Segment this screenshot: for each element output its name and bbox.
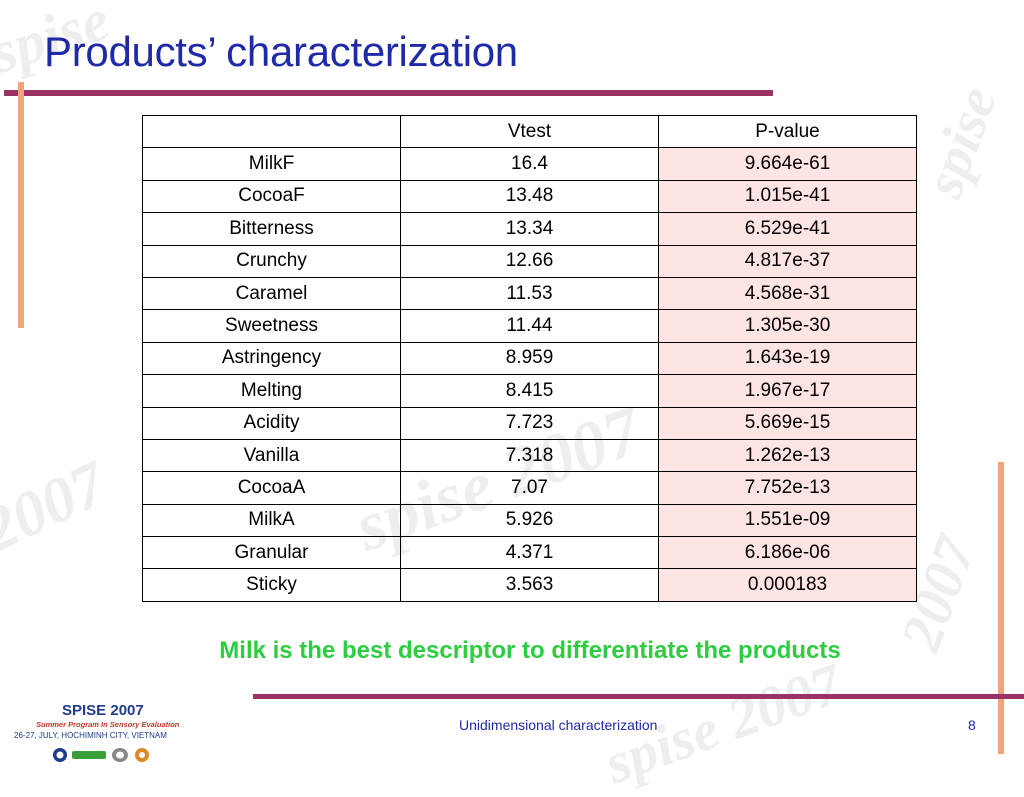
table-row: Sweetness 11.44 1.305e-30 [142,309,917,343]
right-accent-bar [998,462,1004,754]
table-row: Acidity 7.723 5.669e-15 [142,406,917,440]
table-row: Granular 4.371 6.186e-06 [142,536,917,570]
row-label: Bitterness [142,212,401,246]
table-row: CocoaF 13.48 1.015e-41 [142,179,917,214]
row-label: Caramel [142,276,401,311]
row-label: MilkA [142,503,401,538]
row-pvalue: 1.262e-13 [658,438,917,473]
row-vtest: 8.959 [400,341,659,376]
left-accent-bar [18,82,24,328]
logo-title: SPISE 2007 [62,702,144,719]
row-label: Melting [142,374,401,408]
row-vtest: 7.07 [400,471,659,505]
row-vtest: 5.926 [400,503,659,538]
table-row: MilkA 5.926 1.551e-09 [142,503,917,538]
row-vtest: 4.371 [400,536,659,570]
footer-line [253,694,1024,699]
row-pvalue: 6.186e-06 [658,536,917,570]
characterization-table: Vtest P-value MilkF 16.4 9.664e-61 CocoaF 1… [142,114,917,602]
header-cell-vtest: Vtest [400,114,659,149]
page-number: 8 [968,717,976,733]
table-row: CocoaA 7.07 7.752e-13 [142,471,917,505]
row-vtest: 12.66 [400,244,659,278]
row-vtest: 7.318 [400,438,659,473]
header-cell-blank [142,114,401,149]
conclusion-text: Milk is the best descriptor to different… [219,637,841,664]
row-pvalue: 1.967e-17 [658,374,917,408]
row-pvalue: 1.305e-30 [658,309,917,343]
row-label: CocoaA [142,471,401,505]
row-pvalue: 4.817e-37 [658,244,917,278]
table-row: Vanilla 7.318 1.262e-13 [142,438,917,473]
row-pvalue: 4.568e-31 [658,276,917,311]
row-label: MilkF [142,147,401,181]
row-label: Astringency [142,341,401,376]
row-pvalue: 7.752e-13 [658,471,917,505]
row-pvalue: 9.664e-61 [658,147,917,181]
row-pvalue: 5.669e-15 [658,406,917,440]
table-row: Caramel 11.53 4.568e-31 [142,276,917,311]
row-vtest: 13.48 [400,179,659,214]
row-vtest: 8.415 [400,374,659,408]
title-underline [4,90,773,96]
row-vtest: 11.53 [400,276,659,311]
sponsor-logos-icon [53,748,149,762]
row-label: Crunchy [142,244,401,278]
row-vtest: 7.723 [400,406,659,440]
row-vtest: 16.4 [400,147,659,181]
table-row: MilkF 16.4 9.664e-61 [142,147,917,181]
row-label: Vanilla [142,438,401,473]
row-label: Granular [142,536,401,570]
row-pvalue: 1.643e-19 [658,341,917,376]
row-label: CocoaF [142,179,401,214]
table-row: Sticky 3.563 0.000183 [142,568,917,602]
row-pvalue: 1.551e-09 [658,503,917,538]
table-row: Crunchy 12.66 4.817e-37 [142,244,917,278]
slide-title: Products’ characterization [44,28,518,75]
table-row: Astringency 8.959 1.643e-19 [142,341,917,376]
table-row: Bitterness 13.34 6.529e-41 [142,212,917,246]
header-cell-pvalue: P-value [658,114,917,149]
logo-dates: 26-27, JULY, HOCHIMINH CITY, VIETNAM [14,731,167,740]
table-row: Melting 8.415 1.967e-17 [142,374,917,408]
row-vtest: 13.34 [400,212,659,246]
row-label: Sticky [142,568,401,602]
row-label: Sweetness [142,309,401,343]
row-vtest: 11.44 [400,309,659,343]
logo-subtitle: Summer Program In Sensory Evaluation [36,720,180,729]
row-pvalue: 6.529e-41 [658,212,917,246]
row-vtest: 3.563 [400,568,659,602]
row-pvalue: 1.015e-41 [658,179,917,214]
table-header-row: Vtest P-value [142,114,917,149]
row-label: Acidity [142,406,401,440]
row-pvalue: 0.000183 [658,568,917,602]
footer-section-title: Unidimensional characterization [459,717,658,733]
